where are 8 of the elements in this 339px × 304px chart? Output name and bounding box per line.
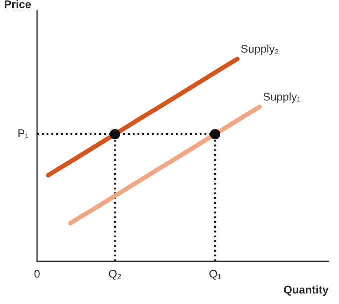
x-axis-title: Quantity bbox=[284, 286, 329, 296]
x-tick-label: Q₂ bbox=[109, 270, 122, 280]
series-label: Supply₂ bbox=[241, 44, 279, 56]
text: P₁ bbox=[18, 130, 29, 138]
x-tick-label: Q₁ bbox=[210, 270, 222, 280]
series-label: Supply₁ bbox=[264, 92, 301, 104]
x-tick-label: 0 bbox=[34, 270, 40, 278]
y-axis-title: Price bbox=[5, 0, 32, 8]
